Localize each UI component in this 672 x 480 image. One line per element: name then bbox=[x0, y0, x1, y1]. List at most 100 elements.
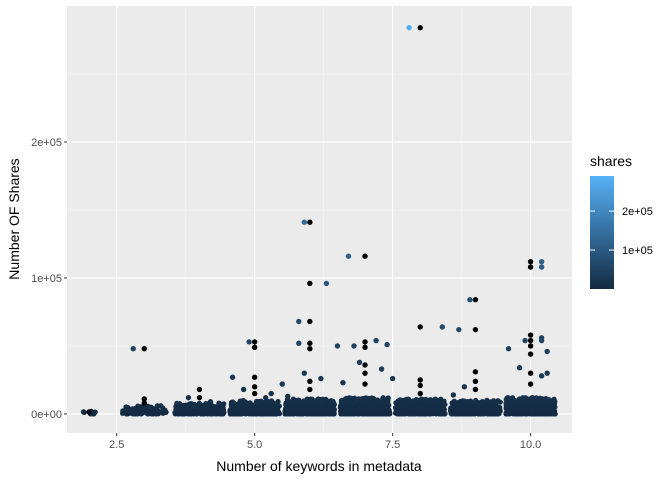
data-point bbox=[417, 382, 423, 389]
cluster-point bbox=[256, 409, 262, 415]
cluster-point bbox=[418, 411, 424, 417]
cluster-point bbox=[505, 407, 511, 413]
data-point bbox=[527, 381, 534, 387]
legend: shares 1e+05 2e+05 bbox=[590, 153, 653, 289]
cluster-point bbox=[405, 396, 412, 402]
data-point bbox=[461, 384, 468, 390]
cluster-point bbox=[408, 411, 414, 417]
data-point bbox=[196, 386, 203, 393]
cluster-point bbox=[366, 411, 372, 417]
data-point bbox=[450, 392, 457, 398]
x-tick-label: 7.5 bbox=[385, 439, 400, 451]
cluster-point bbox=[176, 408, 182, 414]
cluster-point bbox=[545, 405, 551, 411]
cluster-point bbox=[525, 399, 531, 405]
data-point bbox=[318, 375, 324, 382]
data-point bbox=[417, 324, 423, 330]
y-tick-label: 0e+00 bbox=[31, 409, 62, 421]
cluster-point bbox=[338, 399, 345, 406]
cluster-point bbox=[371, 407, 377, 413]
legend-breaks: 1e+05 2e+05 bbox=[590, 206, 653, 257]
data-point bbox=[301, 370, 308, 376]
data-point bbox=[527, 332, 534, 338]
cluster-point bbox=[350, 400, 356, 406]
cluster-point bbox=[511, 409, 517, 415]
cluster-point bbox=[160, 410, 166, 416]
cluster-point bbox=[414, 404, 420, 410]
data-point bbox=[527, 337, 534, 344]
cluster-point bbox=[451, 401, 457, 407]
data-point bbox=[307, 340, 313, 346]
data-point bbox=[472, 369, 479, 375]
cluster-point bbox=[519, 407, 525, 413]
cluster-point bbox=[529, 411, 535, 417]
cluster-point bbox=[505, 395, 511, 401]
cluster-point bbox=[172, 410, 178, 416]
data-point bbox=[527, 258, 534, 265]
cluster-point bbox=[286, 410, 292, 417]
cluster-point bbox=[322, 398, 328, 404]
cluster-point bbox=[269, 409, 275, 415]
cluster-point bbox=[145, 403, 151, 409]
cluster-point bbox=[530, 395, 536, 401]
data-point bbox=[362, 362, 368, 368]
cluster-point bbox=[146, 410, 152, 416]
data-point bbox=[229, 374, 236, 380]
cluster-point bbox=[469, 403, 475, 409]
cluster-point bbox=[308, 405, 314, 411]
cluster-point bbox=[534, 407, 540, 414]
cluster-point bbox=[464, 409, 470, 415]
cluster-point bbox=[276, 411, 283, 417]
cluster-point bbox=[438, 410, 444, 416]
cluster-point bbox=[211, 404, 218, 410]
cluster-point bbox=[275, 404, 281, 410]
cluster-point bbox=[140, 410, 146, 416]
cluster-point bbox=[254, 400, 260, 406]
data-point bbox=[141, 400, 147, 406]
cluster-point bbox=[441, 398, 447, 404]
cluster-point bbox=[327, 410, 333, 416]
cluster-point bbox=[423, 396, 429, 403]
y-axis-title: Number OF Shares bbox=[6, 158, 22, 279]
data-point bbox=[240, 386, 247, 393]
data-point bbox=[527, 343, 534, 349]
cluster-point bbox=[286, 400, 293, 406]
plot-panel bbox=[67, 6, 572, 433]
cluster-point bbox=[466, 399, 472, 405]
y-tick-label: 2e+05 bbox=[31, 137, 62, 149]
data-point bbox=[505, 345, 512, 352]
cluster-point bbox=[244, 400, 250, 406]
cluster-point bbox=[289, 405, 295, 411]
cluster-point bbox=[438, 402, 444, 408]
cluster-point bbox=[291, 398, 297, 404]
data-point bbox=[307, 280, 313, 287]
cluster-point bbox=[316, 402, 323, 409]
data-point bbox=[538, 258, 545, 265]
cluster-point bbox=[362, 398, 369, 404]
cluster-point bbox=[125, 409, 131, 415]
legend-label: 1e+05 bbox=[622, 245, 653, 257]
cluster-point bbox=[258, 398, 264, 405]
x-axis: 2.5 5.0 7.5 10.0 bbox=[109, 433, 541, 451]
cluster-point bbox=[482, 405, 489, 411]
data-point bbox=[296, 340, 302, 346]
cluster-point bbox=[525, 408, 531, 414]
data-point bbox=[538, 337, 545, 344]
data-point bbox=[538, 373, 545, 379]
cluster-point bbox=[456, 411, 462, 417]
data-point bbox=[262, 394, 269, 401]
data-point bbox=[80, 409, 87, 415]
data-point bbox=[307, 386, 313, 393]
cluster-point bbox=[426, 409, 432, 415]
cluster-point bbox=[393, 400, 399, 406]
cluster-point bbox=[461, 404, 467, 410]
data-point bbox=[544, 348, 550, 355]
cluster-point bbox=[209, 411, 215, 417]
cluster-point bbox=[509, 402, 515, 408]
cluster-point bbox=[543, 410, 549, 417]
data-point bbox=[340, 379, 346, 386]
data-point bbox=[251, 339, 258, 345]
cluster-point bbox=[261, 411, 268, 417]
data-point bbox=[538, 264, 545, 270]
